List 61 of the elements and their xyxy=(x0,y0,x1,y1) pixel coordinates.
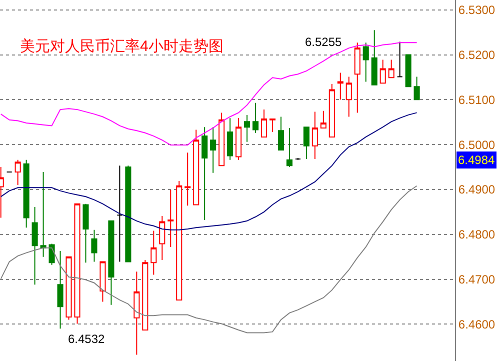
candlestick xyxy=(40,171,46,258)
candlestick xyxy=(57,250,64,330)
candlestick xyxy=(286,127,292,168)
y-tick-label: 6.5200 xyxy=(458,48,496,62)
text: 美元对人民币汇率4小时走势图 xyxy=(20,38,224,55)
candlestick xyxy=(100,261,106,302)
candlestick xyxy=(32,206,38,286)
candlestick xyxy=(176,180,182,300)
candlestick xyxy=(125,165,132,262)
candlestick xyxy=(396,41,403,78)
y-tick-label: 6.5300 xyxy=(458,3,496,18)
candlestick xyxy=(66,256,72,320)
candlestick xyxy=(108,220,114,306)
candlestick xyxy=(320,110,326,128)
candlestick xyxy=(82,203,89,264)
candlestick xyxy=(91,229,98,262)
candlestick xyxy=(337,72,344,100)
candlestick xyxy=(218,112,225,166)
candlestick xyxy=(23,159,30,228)
annotation: 6.4532 xyxy=(68,332,106,346)
candlestick xyxy=(328,83,335,138)
candlestick xyxy=(303,126,310,160)
y-tick-label: 6.4900 xyxy=(458,182,496,197)
candlestick xyxy=(142,259,148,331)
candlestick xyxy=(193,129,200,206)
candlestick xyxy=(354,42,360,114)
candlestick xyxy=(244,114,250,142)
candlestick xyxy=(346,76,352,118)
candlestick xyxy=(312,111,318,160)
text: 6.4984 xyxy=(458,153,496,167)
candlestick xyxy=(74,203,80,324)
candlestick xyxy=(294,158,301,160)
candlestick xyxy=(159,215,166,260)
candlestick xyxy=(184,152,191,206)
candlestick xyxy=(414,76,420,100)
candlestick xyxy=(14,159,21,186)
candlestick xyxy=(210,126,216,174)
candlestick xyxy=(116,165,123,262)
candlestick xyxy=(388,59,394,78)
y-tick-label: 6.4800 xyxy=(458,228,496,242)
candlestick xyxy=(371,30,378,86)
candlestick xyxy=(362,42,369,82)
candlestick xyxy=(269,118,276,133)
candlestick xyxy=(134,271,140,356)
candlestick xyxy=(278,116,284,150)
y-tick-label: 6.4700 xyxy=(458,272,496,286)
candlestick xyxy=(227,118,234,160)
candlestick xyxy=(405,54,412,88)
y-tick-label: 6.5100 xyxy=(458,92,496,107)
candlestick xyxy=(48,243,55,266)
y-tick-label: 6.5000 xyxy=(458,138,496,152)
candlestick xyxy=(202,126,208,221)
candlestick xyxy=(252,102,259,134)
candlestick xyxy=(236,118,242,160)
annotation: 6.5255 xyxy=(305,35,342,49)
y-tick-label: 6.4600 xyxy=(458,317,496,332)
line-series xyxy=(0,112,418,230)
candlestick xyxy=(380,59,386,84)
candlestick xyxy=(168,189,174,248)
candlestick xyxy=(150,230,157,276)
candlestick xyxy=(260,109,268,138)
